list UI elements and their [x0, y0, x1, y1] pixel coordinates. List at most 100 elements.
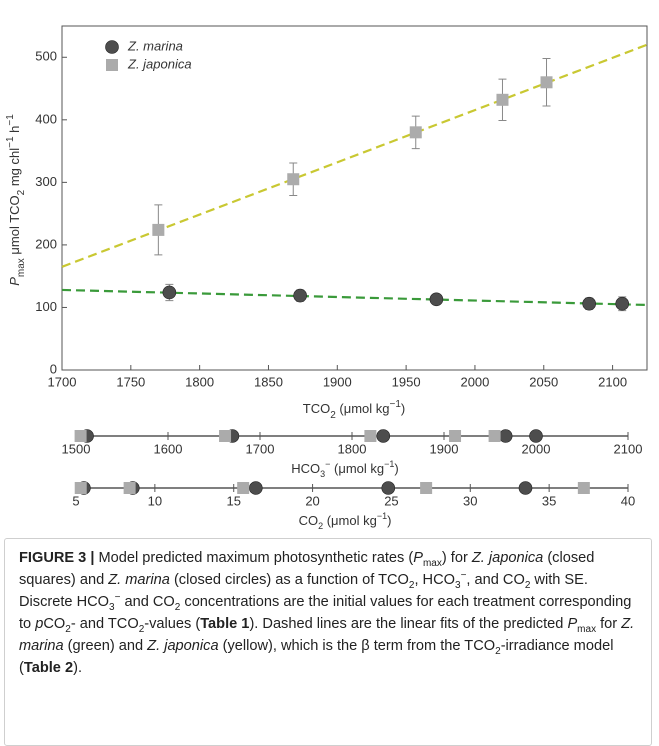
caption-part: 2	[408, 579, 415, 591]
label-part: 3	[320, 469, 325, 479]
label-part: h	[7, 126, 22, 137]
x-tick-label: 2100	[598, 374, 627, 389]
label-part: TCO	[303, 401, 330, 416]
x-tick-label: 1500	[62, 441, 91, 456]
square-marker	[449, 430, 462, 442]
caption-part: (closed circles) as a function of TCO	[169, 572, 409, 588]
x-tick-label: 1900	[430, 441, 459, 456]
circle-marker	[615, 296, 630, 311]
x-tick-label: 2050	[529, 374, 558, 389]
x-tick-label: 15	[226, 493, 240, 508]
x-tick-label: 1700	[246, 441, 275, 456]
label-part: μmol TCO	[7, 195, 22, 258]
circle-marker	[162, 285, 177, 300]
square-marker	[488, 430, 501, 442]
circle-marker	[105, 40, 119, 54]
square-marker	[74, 430, 87, 442]
caption-part: Table 2	[23, 660, 74, 676]
x-tick-label: 1600	[154, 441, 183, 456]
caption-part: Model predicted maximum photosynthetic r…	[94, 550, 414, 566]
caption-part: Z. marina	[108, 572, 170, 588]
label-part: )	[387, 513, 391, 528]
y-tick-label: 300	[35, 174, 57, 189]
caption-part: −	[114, 592, 121, 604]
caption-part: CO	[43, 616, 66, 632]
label-part: CO	[299, 513, 319, 528]
caption-part: ).	[73, 660, 83, 676]
caption-part: (closed squares) and	[19, 550, 595, 588]
legend-label: Z. japonica	[127, 56, 192, 71]
circle-marker	[293, 288, 307, 303]
caption: FIGURE 3 | Model predicted maximum photo…	[4, 538, 652, 746]
label-part: max	[16, 258, 27, 277]
caption-part: , and CO	[466, 572, 525, 588]
x-tick-label: 20	[305, 493, 319, 508]
label-part: −1	[384, 459, 394, 469]
x-tick-label: 30	[463, 493, 477, 508]
label-part: P	[7, 277, 22, 286]
caption-part: ) for	[441, 550, 472, 566]
x-axis-label: HCO3− (μmol kg−1)	[291, 459, 399, 479]
circle-marker	[381, 481, 396, 495]
caption-part: (green) and	[63, 638, 148, 654]
label-part: −1	[390, 399, 402, 410]
circle-marker	[376, 429, 391, 443]
circle-marker	[529, 429, 543, 443]
square-marker	[219, 430, 232, 442]
label-part: 2	[318, 521, 323, 531]
x-tick-label: 1850	[254, 374, 283, 389]
square-marker	[106, 59, 118, 71]
square-marker	[152, 223, 165, 236]
square-marker	[74, 482, 87, 494]
x-tick-label: 2100	[614, 441, 643, 456]
x-tick-label: 1950	[392, 374, 421, 389]
x-tick-label: 2000	[522, 441, 551, 456]
x-tick-label: 1800	[338, 441, 367, 456]
caption-part: 2	[524, 579, 531, 591]
x-axis-label: TCO2 (μmol kg−1)	[303, 399, 406, 421]
caption-part: P	[567, 616, 578, 632]
label-part: 2	[16, 189, 27, 195]
circle-marker	[498, 429, 513, 443]
fit-line	[61, 43, 648, 268]
x-tick-label: 1700	[48, 374, 77, 389]
square-marker	[420, 482, 433, 494]
caption-part: 3	[109, 601, 115, 613]
square-marker	[364, 430, 377, 442]
caption-part: -irradiance model (	[19, 638, 614, 676]
caption-part: Z. japonica	[147, 638, 219, 654]
label-part: )	[394, 461, 398, 476]
fit-line	[61, 288, 648, 307]
caption-part: -values (	[144, 616, 201, 632]
y-tick-label: 0	[50, 361, 57, 376]
x-tick-label: 25	[384, 493, 398, 508]
y-axis-label: Pmax μmol TCO2 mg chl−1 h−1	[5, 114, 27, 286]
label-part: −1	[5, 136, 16, 148]
circle-marker	[518, 481, 533, 495]
caption-part: max	[422, 557, 442, 569]
label-part: HCO	[291, 461, 320, 476]
square-marker	[496, 93, 509, 106]
caption-part: 2	[138, 623, 145, 635]
caption-part: (yellow), which is the β term from the T…	[218, 638, 496, 654]
legend-label: Z. marina	[127, 38, 183, 53]
x-tick-label: 2000	[460, 374, 489, 389]
plot-frame	[61, 25, 648, 371]
caption-part: ). Dashed lines are the linear fits of t…	[249, 616, 568, 632]
caption-part: with SE. Discrete HCO	[19, 572, 588, 610]
square-marker	[237, 482, 250, 494]
x-axis-label: CO2 (μmol kg−1)	[299, 511, 392, 531]
label-part: −	[325, 459, 330, 469]
y-tick-label: 500	[35, 49, 57, 64]
caption-part: p	[35, 616, 44, 632]
x-tick-label: 35	[542, 493, 556, 508]
caption-part: 2	[495, 645, 501, 657]
label-part: mg chl	[7, 148, 22, 190]
x-tick-label: 1800	[185, 374, 214, 389]
caption-part: , HCO	[414, 572, 455, 588]
y-tick-label: 100	[35, 299, 57, 314]
caption-part: for	[596, 616, 622, 632]
label-part: 2	[330, 410, 336, 421]
x-tick-label: 40	[621, 493, 635, 508]
